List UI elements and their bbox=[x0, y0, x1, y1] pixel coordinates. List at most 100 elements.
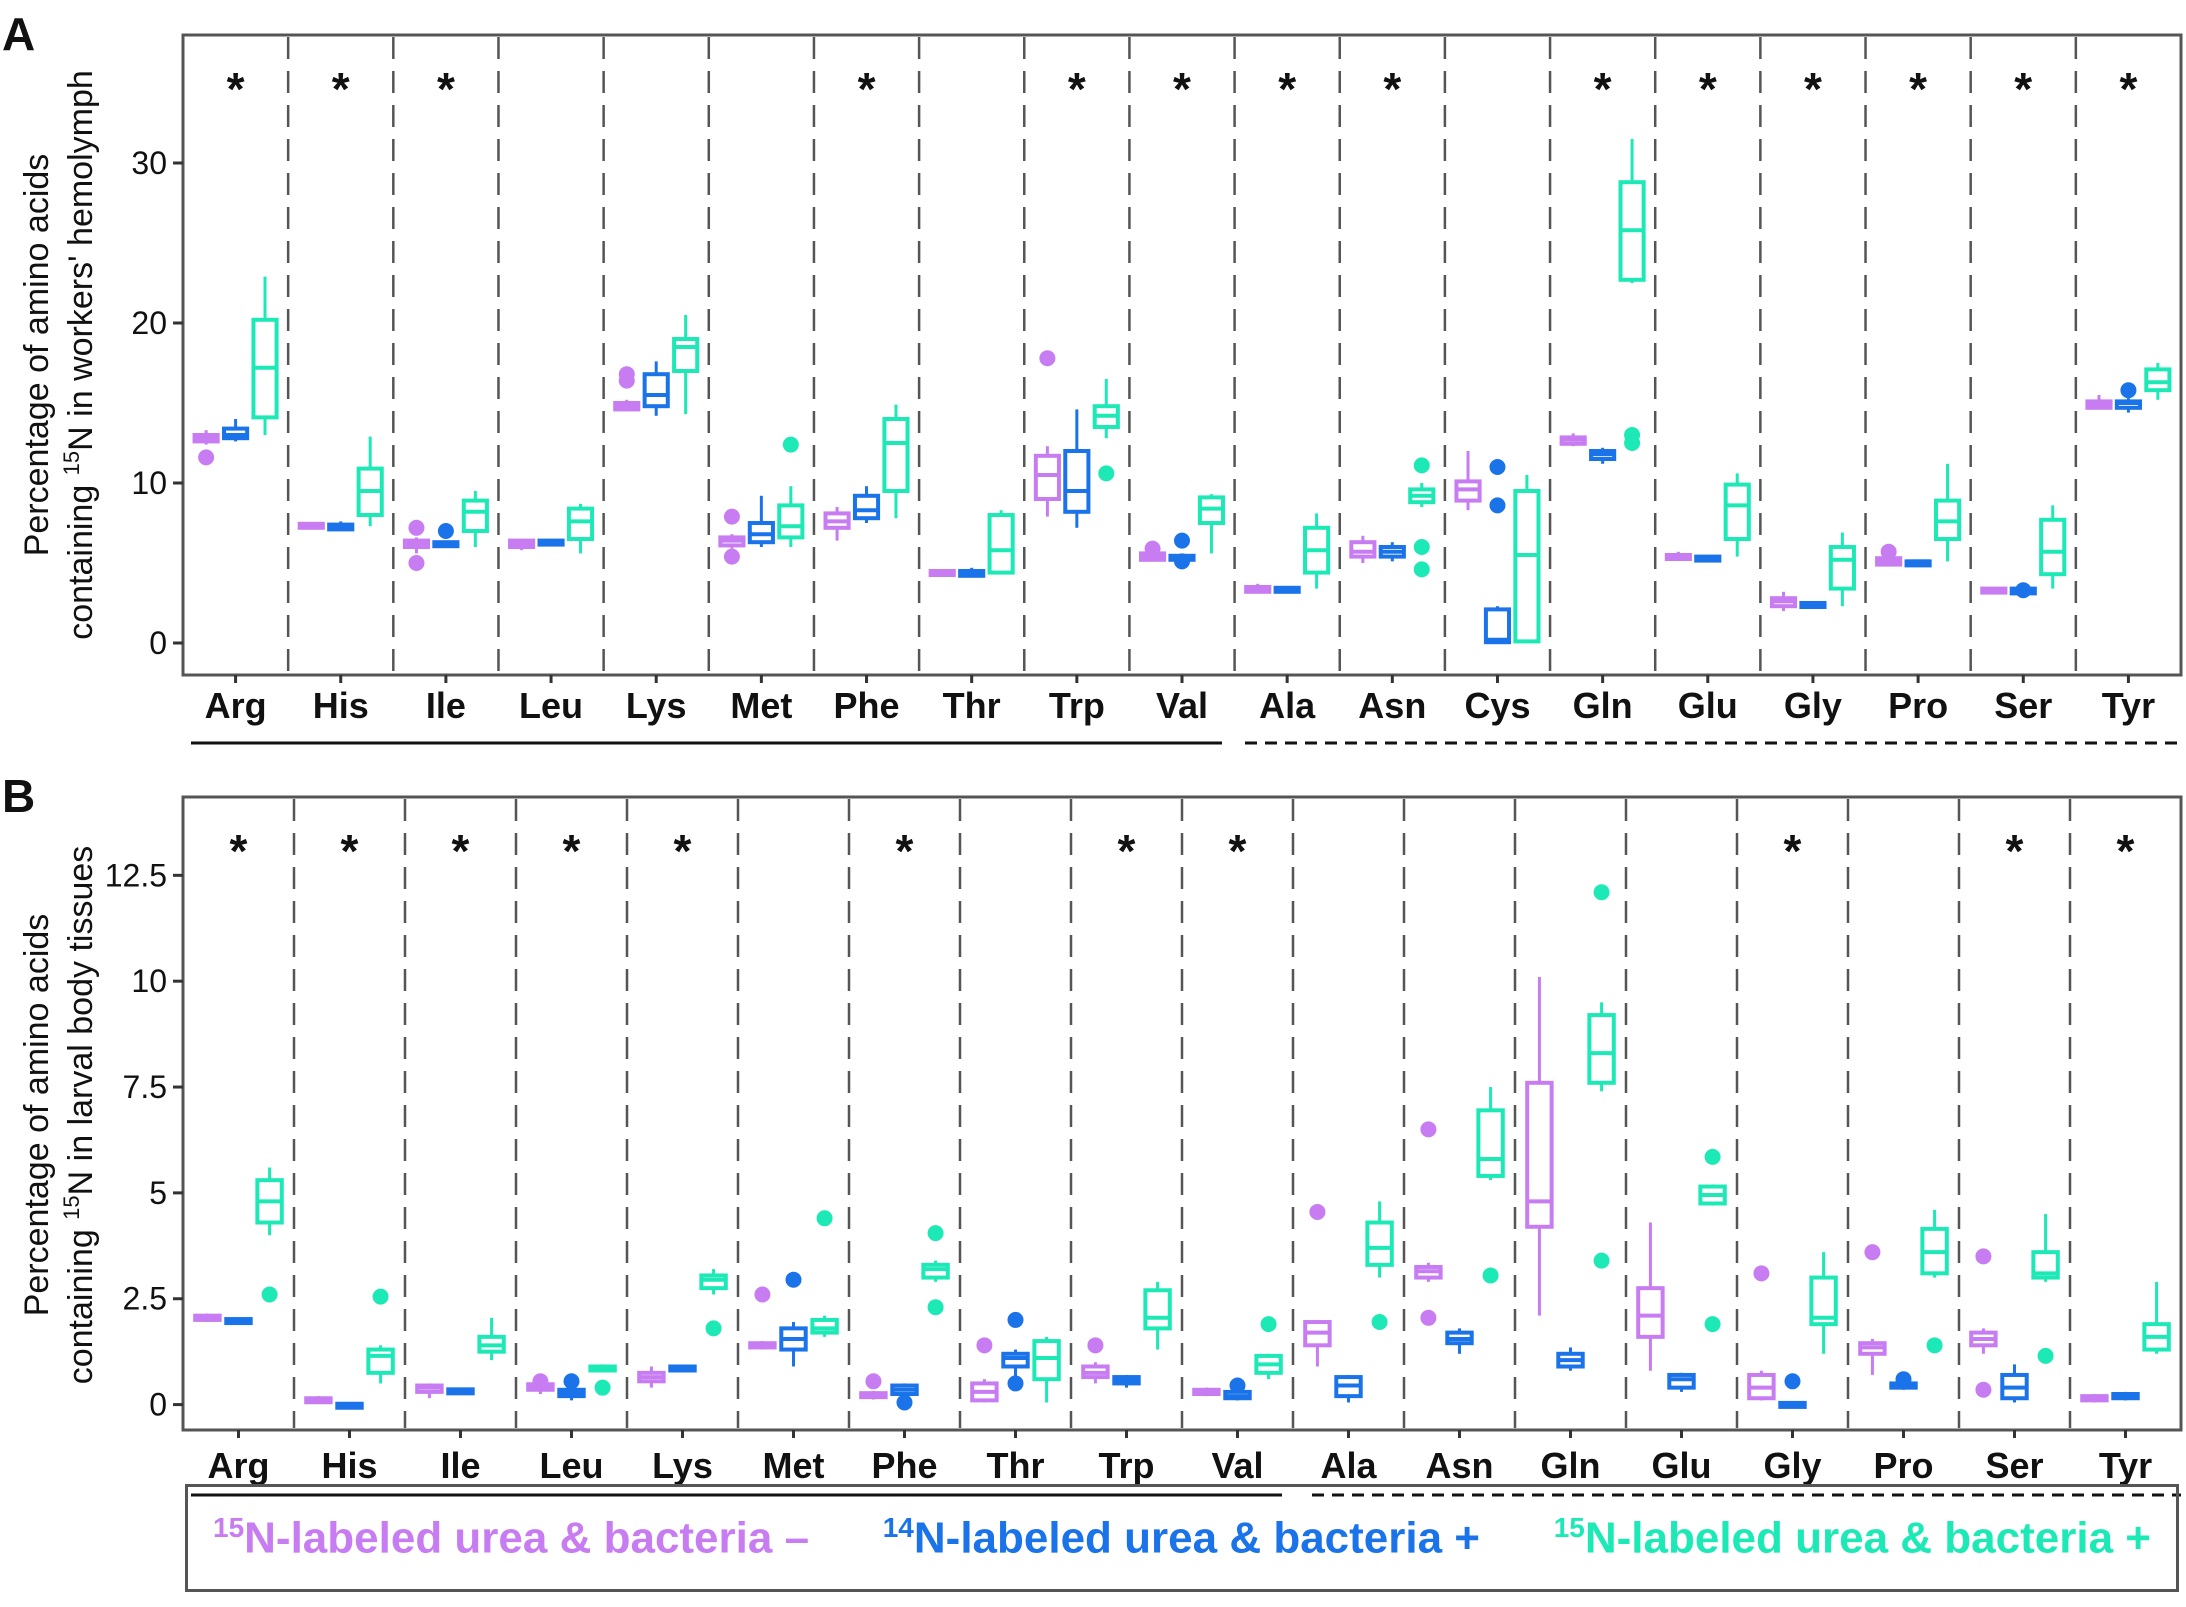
outlier-point bbox=[927, 1225, 944, 1242]
box bbox=[699, 1273, 728, 1291]
outlier-point bbox=[1489, 497, 1506, 514]
legend-s3-text: N-labeled urea & bacteria + bbox=[1584, 1513, 2151, 1563]
x-tick-label: Val bbox=[1211, 1445, 1263, 1486]
x-tick-label: Ile bbox=[440, 1445, 480, 1486]
box bbox=[366, 1347, 395, 1375]
x-tick-label: Leu bbox=[539, 1445, 603, 1486]
box bbox=[1476, 1108, 1505, 1178]
box bbox=[672, 337, 700, 373]
y-tick-label: 30 bbox=[131, 145, 167, 181]
x-tick-label: Glu bbox=[1652, 1445, 1712, 1486]
legend-item-s2: 14N-labeled urea & bacteria + bbox=[883, 1512, 1480, 1564]
box bbox=[1525, 1080, 1554, 1229]
box bbox=[810, 1317, 839, 1335]
outlier-point bbox=[1975, 1248, 1992, 1265]
x-tick-label: Val bbox=[1156, 685, 1208, 726]
x-tick-label: Leu bbox=[519, 685, 583, 726]
y-tick-label: 12.5 bbox=[105, 857, 167, 893]
y-tick-label: 7.5 bbox=[123, 1069, 167, 1105]
outlier-point bbox=[1704, 1148, 1721, 1165]
x-tick-label: Cys bbox=[1464, 685, 1530, 726]
significance-star: * bbox=[452, 825, 470, 877]
box bbox=[882, 417, 910, 493]
outlier-point bbox=[1413, 561, 1430, 578]
box bbox=[1033, 453, 1061, 501]
y-axis-label-sup: 15 bbox=[59, 451, 84, 475]
x-tick-label: Phe bbox=[871, 1445, 937, 1486]
legend-s1-text: N-labeled urea & bacteria – bbox=[244, 1513, 810, 1563]
box bbox=[1365, 1220, 1394, 1267]
significance-star: * bbox=[563, 825, 581, 877]
x-tick-label: Glu bbox=[1678, 685, 1738, 726]
x-tick-label: Ile bbox=[426, 685, 466, 726]
x-tick-label: Tyr bbox=[2102, 685, 2155, 726]
outlier-point bbox=[1039, 350, 1056, 367]
outlier-point bbox=[896, 1394, 913, 1411]
outlier-point bbox=[1007, 1311, 1024, 1328]
significance-star: * bbox=[1118, 825, 1136, 877]
outlier-point bbox=[976, 1337, 993, 1354]
box bbox=[2039, 517, 2067, 577]
x-tick-label: Thr bbox=[987, 1445, 1045, 1486]
outlier-point bbox=[1593, 1252, 1610, 1269]
outlier-point bbox=[2037, 1347, 2054, 1364]
outlier-point bbox=[1704, 1316, 1721, 1333]
x-tick-label: Asn bbox=[1425, 1445, 1493, 1486]
x-tick-label: Thr bbox=[943, 685, 1001, 726]
box bbox=[2031, 1250, 2060, 1280]
significance-star: * bbox=[230, 825, 248, 877]
significance-star: * bbox=[2014, 63, 2032, 115]
outlier-point bbox=[1975, 1381, 1992, 1398]
outlier-point bbox=[754, 1286, 771, 1303]
outlier-point bbox=[1260, 1316, 1277, 1333]
significance-star: * bbox=[1173, 63, 1191, 115]
outlier-point bbox=[705, 1320, 722, 1337]
box bbox=[2144, 367, 2172, 393]
legend-s3-sup: 15 bbox=[1553, 1512, 1585, 1544]
outlier-point bbox=[1413, 457, 1430, 474]
outlier-point bbox=[594, 1379, 611, 1396]
y-axis-label-line2: containing 15N in workers' hemolymph bbox=[59, 70, 100, 640]
outlier-point bbox=[261, 1286, 278, 1303]
box bbox=[566, 506, 595, 542]
outlier-point bbox=[1413, 539, 1430, 555]
outlier-point bbox=[563, 1373, 580, 1390]
y-axis-label-line1: Percentage of amino acids bbox=[18, 914, 56, 1317]
legend-item-s1: 15N-labeled urea & bacteria – bbox=[213, 1512, 809, 1564]
significance-star: * bbox=[1784, 825, 1802, 877]
significance-star: * bbox=[674, 825, 692, 877]
x-tick-label: Arg bbox=[208, 1445, 270, 1486]
outlier-point bbox=[723, 548, 740, 565]
outlier-point bbox=[1229, 1377, 1246, 1394]
outlier-point bbox=[1864, 1244, 1881, 1261]
significance-star: * bbox=[858, 63, 876, 115]
significance-star: * bbox=[2119, 63, 2137, 115]
box bbox=[1349, 540, 1377, 559]
significance-star: * bbox=[2117, 825, 2135, 877]
outlier-point bbox=[1489, 459, 1506, 475]
y-axis-label-pre: containing bbox=[62, 1220, 100, 1384]
significance-star: * bbox=[896, 825, 914, 877]
box bbox=[1143, 1288, 1172, 1331]
x-tick-label: Gln bbox=[1573, 685, 1633, 726]
outlier-point bbox=[1420, 1121, 1437, 1138]
significance-star: * bbox=[1278, 63, 1296, 115]
y-axis-label-post: N in workers' hemolymph bbox=[62, 70, 100, 451]
outlier-point bbox=[437, 523, 454, 539]
y-tick-label: 20 bbox=[131, 305, 167, 341]
y-tick-label: 10 bbox=[131, 963, 167, 999]
outlier-point bbox=[1482, 1267, 1499, 1284]
box bbox=[987, 513, 1015, 575]
box bbox=[1828, 545, 1856, 591]
y-axis-label-sup: 15 bbox=[59, 1195, 84, 1219]
outlier-point bbox=[1753, 1265, 1770, 1282]
significance-star: * bbox=[437, 63, 455, 115]
x-tick-label: Ala bbox=[1320, 1445, 1377, 1486]
outlier-point bbox=[2120, 382, 2137, 399]
outlier-point bbox=[1174, 532, 1190, 549]
x-tick-label: Trp bbox=[1098, 1445, 1154, 1486]
box bbox=[1587, 1013, 1616, 1085]
legend-s2-sup: 14 bbox=[882, 1512, 914, 1544]
